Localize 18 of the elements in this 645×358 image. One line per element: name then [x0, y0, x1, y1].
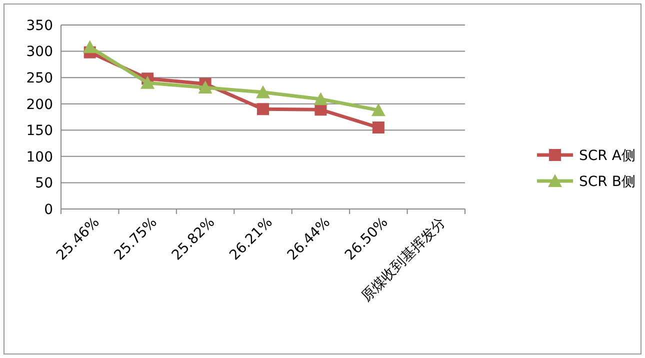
y-tick-label: 350 — [26, 18, 53, 34]
y-tick-label: 250 — [26, 70, 53, 86]
legend-label: SCR A侧 — [579, 148, 636, 164]
point — [257, 103, 269, 116]
point — [372, 122, 384, 134]
point — [314, 92, 328, 106]
point — [371, 103, 386, 116]
y-tick-label: 150 — [26, 123, 53, 140]
legend-label: SCR B侧 — [579, 174, 636, 190]
y-tick-label: 100 — [26, 149, 53, 166]
point — [256, 85, 270, 98]
y-tick-label: 200 — [26, 96, 53, 113]
y-tick-label: 0 — [44, 202, 53, 218]
point — [198, 80, 212, 94]
y-tick-label: 300 — [26, 44, 53, 60]
point — [140, 76, 155, 89]
point — [82, 40, 97, 54]
y-tick-label: 50 — [35, 176, 53, 192]
